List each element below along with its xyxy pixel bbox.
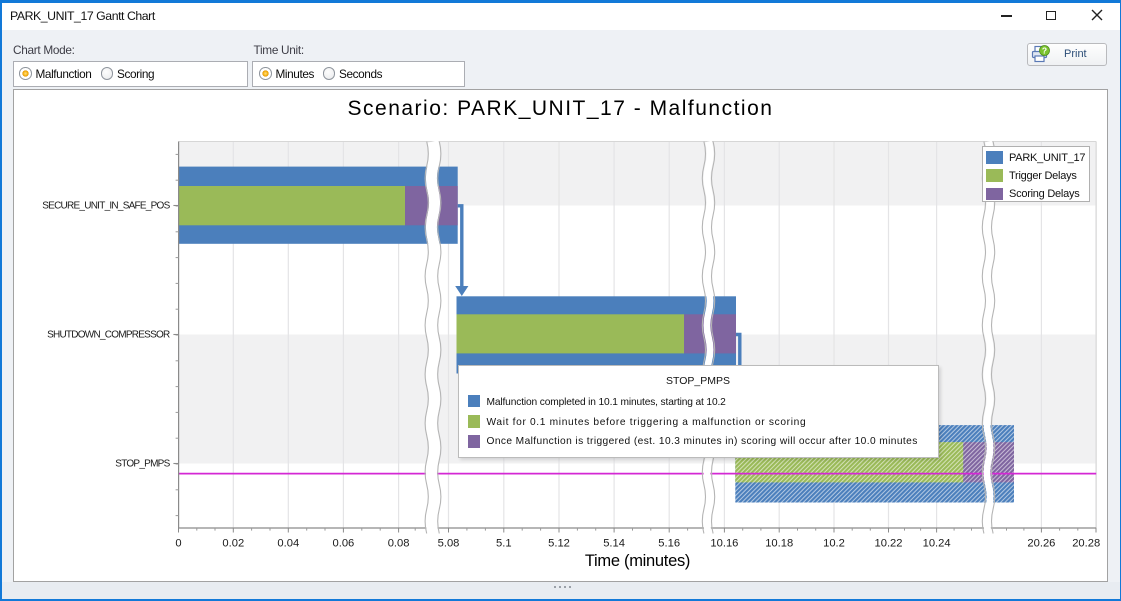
- svg-text:5.08: 5.08: [438, 538, 460, 550]
- svg-text:0.06: 0.06: [333, 538, 355, 550]
- svg-text:5.16: 5.16: [658, 538, 680, 550]
- svg-text:20.26: 20.26: [1027, 538, 1055, 550]
- svg-text:SECURE_UNIT_IN_SAFE_POS: SECURE_UNIT_IN_SAFE_POS: [42, 200, 170, 211]
- svg-text:5.12: 5.12: [548, 538, 570, 550]
- svg-text:STOP_PMPS: STOP_PMPS: [115, 458, 170, 469]
- svg-text:0.08: 0.08: [388, 538, 410, 550]
- svg-text:10.16: 10.16: [710, 538, 738, 550]
- svg-text:0.04: 0.04: [277, 538, 299, 550]
- svg-text:10.22: 10.22: [875, 538, 903, 550]
- svg-text:?: ?: [1042, 46, 1047, 56]
- svg-text:5.14: 5.14: [603, 538, 625, 550]
- svg-text:5.1: 5.1: [496, 538, 512, 550]
- svg-text:10.24: 10.24: [923, 538, 951, 550]
- svg-text:SHUTDOWN_COMPRESSOR: SHUTDOWN_COMPRESSOR: [47, 329, 170, 340]
- svg-text:20.28: 20.28: [1072, 538, 1100, 550]
- svg-text:0: 0: [175, 538, 181, 550]
- svg-text:10.18: 10.18: [765, 538, 793, 550]
- svg-text:10.2: 10.2: [823, 538, 845, 550]
- svg-text:0.02: 0.02: [222, 538, 244, 550]
